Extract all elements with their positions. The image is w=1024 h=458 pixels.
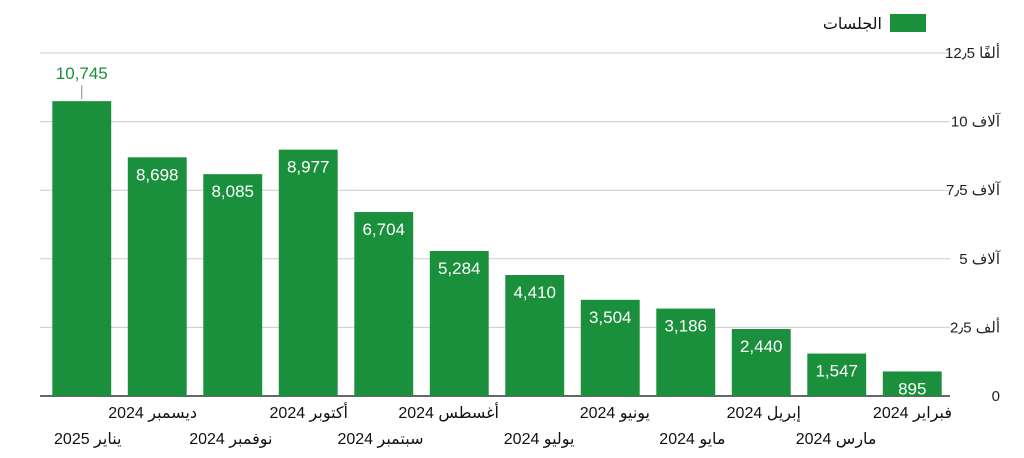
bar <box>505 274 565 396</box>
data-label: 3,504 <box>589 308 632 327</box>
data-label: 3,186 <box>664 317 707 336</box>
x-tick-label: إبريل 2024 <box>727 405 801 423</box>
x-tick-label: سبتمبر 2024 <box>337 431 423 449</box>
y-tick-label: 10 آلاف <box>951 113 1001 131</box>
y-tick-label: 12٫5 ألفًا <box>945 43 1000 62</box>
data-label: 2,440 <box>740 337 783 356</box>
bar <box>731 329 791 396</box>
bar <box>354 212 414 396</box>
x-tick-label: يوليو 2024 <box>504 431 575 449</box>
bar <box>656 308 716 396</box>
data-label: 8,977 <box>287 158 330 177</box>
data-label: 4,410 <box>513 283 556 302</box>
bar <box>127 157 187 396</box>
x-tick-label: نوفمبر 2024 <box>189 431 272 449</box>
x-tick-label: يونيو 2024 <box>580 405 650 423</box>
bar <box>882 371 942 396</box>
bar <box>429 251 489 396</box>
data-label: 8,085 <box>211 182 254 201</box>
gridlines <box>40 52 950 397</box>
bar <box>278 149 338 396</box>
x-tick-label: فبراير 2024 <box>873 405 952 423</box>
data-label: 895 <box>898 379 926 398</box>
bars <box>52 101 942 397</box>
y-tick-label: 2٫5 ألف <box>950 317 1000 336</box>
x-tick-label: أغسطس 2024 <box>398 402 499 423</box>
y-tick-label: 5 آلاف <box>959 250 1001 268</box>
x-tick-label: يناير 2025 <box>54 431 121 449</box>
data-label: 6,704 <box>362 220 405 239</box>
bar <box>52 101 112 397</box>
x-tick-label: أكتوبر 2024 <box>270 402 348 423</box>
x-tick-label: مارس 2024 <box>796 431 877 449</box>
data-label: 1,547 <box>815 362 858 381</box>
x-tick-label: ديسمبر 2024 <box>108 405 197 423</box>
y-tick-label: 7٫5 آلاف <box>946 181 1001 199</box>
data-label: 8,698 <box>136 165 179 184</box>
x-tick-label: مايو 2024 <box>659 431 725 449</box>
y-tick-label: 0 <box>992 388 1000 405</box>
y-axis-ticks: 0 2٫5 ألف 5 آلاف 7٫5 آلاف 10 آلاف 12٫5 ألفًا <box>945 43 1001 405</box>
data-label: 5,284 <box>438 259 481 278</box>
data-labels: 895 1,547 2,440 3,186 3,504 4,410 5,284 6,704 8,… <box>56 64 927 398</box>
legend: الجلسات <box>823 14 926 33</box>
data-label: 10,745 <box>56 64 108 83</box>
bar <box>807 353 867 396</box>
bar <box>203 174 263 396</box>
bar <box>580 299 640 396</box>
legend-swatch <box>890 14 926 32</box>
legend-label: الجلسات <box>823 16 882 33</box>
